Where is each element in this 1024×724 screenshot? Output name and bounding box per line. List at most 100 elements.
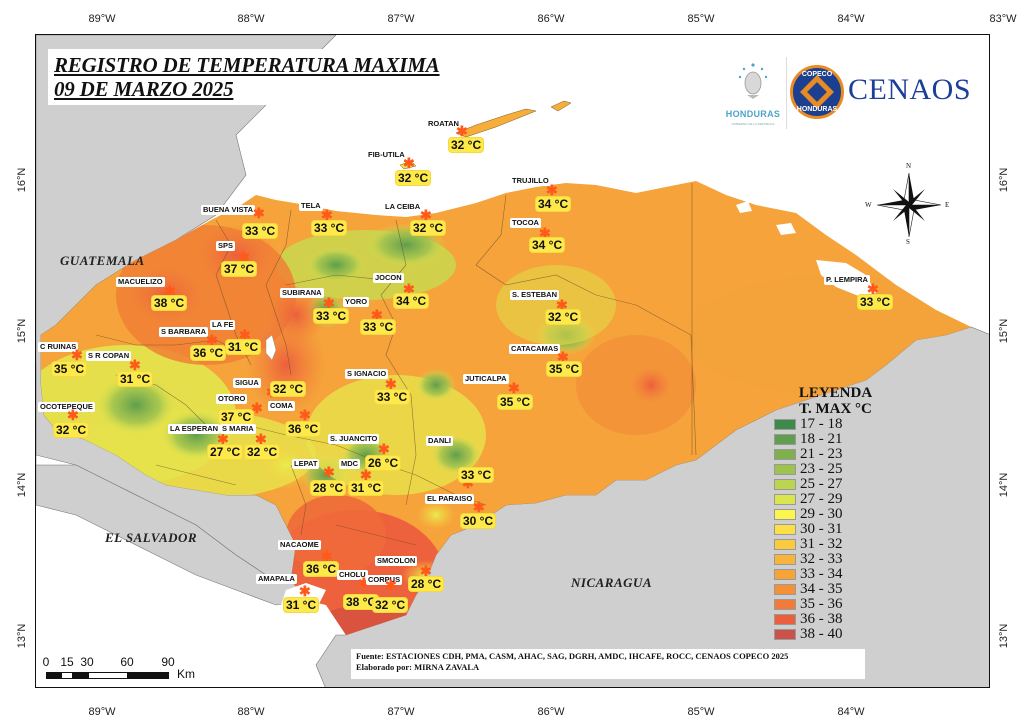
country-label-el-salvador: EL SALVADOR <box>105 530 198 545</box>
logo-box: HONDURAS GOBIERNO DE LA REPÚBLICA COPECO… <box>716 53 976 135</box>
station-name-label: YORO <box>343 297 370 307</box>
station-name-label: OTORO <box>216 394 248 404</box>
scale-tick-0: 0 <box>42 655 50 669</box>
station-marker-icon: ✱ <box>299 583 311 599</box>
source-text: Fuente: ESTACIONES CDH, PMA, CASM, AHAC,… <box>356 651 789 661</box>
station-name-label: SUBIRANA <box>280 288 324 298</box>
legend-item: 36 - 38 <box>774 612 903 627</box>
legend-item: 31 - 32 <box>774 537 903 552</box>
station-marker-icon: ✱ <box>420 207 432 223</box>
scale-segment <box>73 672 88 679</box>
station-temperature-label: 33 °C <box>314 309 349 323</box>
station-temperature-label: 37 °C <box>219 410 254 424</box>
station-name-label: OCOTEPEQUE <box>38 402 95 412</box>
legend-range-label: 29 - 30 <box>800 506 843 522</box>
station-marker-icon: ✱ <box>546 182 558 198</box>
station-name-label: LA ESPERAN <box>168 424 221 434</box>
station-temperature-label: 27 °C <box>208 445 243 459</box>
station-name-label: CATACAMAS <box>509 344 561 354</box>
legend-swatch <box>774 509 796 520</box>
station-name-label: EL PARAISO <box>425 494 475 504</box>
station-name-label: P. LEMPIRA <box>824 275 870 285</box>
station-marker-icon: ✱ <box>556 297 568 313</box>
station-name-label: MDC <box>339 459 361 469</box>
lon-tick-84w: 84°W <box>837 13 865 25</box>
station-marker-icon: ✱ <box>473 499 485 515</box>
legend-item: 30 - 31 <box>774 522 903 537</box>
legend-item: 21 - 23 <box>774 447 903 462</box>
station-name-label: S. ESTEBAN <box>510 290 560 300</box>
station-marker-icon: ✱ <box>557 349 569 365</box>
station-temperature-label: 33 °C <box>312 221 347 235</box>
station-temperature-label: 31 °C <box>284 598 319 612</box>
copeco-logo: COPECO HONDURAS <box>790 65 844 119</box>
legend-range-label: 17 - 18 <box>800 416 843 432</box>
station-marker-icon: ✱ <box>321 548 333 564</box>
legend-swatch <box>774 524 796 535</box>
legend-subtitle: T. MAX °C <box>799 401 872 417</box>
legend-range-label: 33 - 34 <box>800 566 843 582</box>
legend-item: 18 - 21 <box>774 432 903 447</box>
station-name-label: JOCON <box>373 273 404 283</box>
station-temperature-label: 28 °C <box>409 577 444 591</box>
lat-tick-16n-right: 16°N <box>998 167 1010 193</box>
honduras-logo-subtext: GOBIERNO DE LA REPÚBLICA <box>731 122 775 126</box>
legend-range-label: 31 - 32 <box>800 536 843 552</box>
lagoon <box>776 223 796 235</box>
station-name-label: AMAPALA <box>256 574 297 584</box>
scale-segment <box>61 672 73 679</box>
station-marker-icon: ✱ <box>323 295 335 311</box>
scale-unit: Km <box>177 667 195 681</box>
station-temperature-label: 32 °C <box>411 221 446 235</box>
lon-tick-88w: 88°W <box>237 13 265 25</box>
station-temperature-label: 34 °C <box>530 238 565 252</box>
station-marker-icon: ✱ <box>462 475 474 491</box>
scale-segment <box>128 672 169 679</box>
station-temperature-label: 33 °C <box>459 468 494 482</box>
station-name-label: S BARBARA <box>159 327 208 337</box>
station-temperature-label: 32 °C <box>54 423 89 437</box>
lake-yojoa <box>265 334 277 361</box>
station-name-label: SIGUA <box>233 378 261 388</box>
lon-tick-89w-bottom: 89°W <box>88 706 116 718</box>
station-name-label: LA CEIBA <box>383 202 423 212</box>
station-temperature-label: 33 °C <box>375 390 410 404</box>
scale-segment <box>88 672 128 679</box>
lon-tick-88w-bottom: 88°W <box>237 706 265 718</box>
station-marker-icon: ✱ <box>403 155 415 171</box>
station-marker-icon: ✱ <box>255 431 267 447</box>
station-marker-icon: ✱ <box>371 307 383 323</box>
scale-tick-15: 15 <box>60 655 74 669</box>
station-temperature-label: 36 °C <box>191 346 226 360</box>
station-temperature-label: 33 °C <box>858 295 893 309</box>
station-temperature-label: 32 °C <box>245 445 280 459</box>
station-name-label: S. JUANCITO <box>328 434 380 444</box>
station-marker-icon: ✱ <box>251 400 263 416</box>
station-temperature-label: 36 °C <box>304 562 339 576</box>
logo-divider <box>786 57 787 129</box>
legend-item: 17 - 18 <box>774 417 903 432</box>
utila-island <box>399 160 417 170</box>
station-marker-icon: ✱ <box>129 357 141 373</box>
compass-rose-icon <box>876 172 942 238</box>
legend-range-label: 21 - 23 <box>800 446 843 462</box>
compass-west: W <box>865 201 872 209</box>
station-name-label: SMCOLON <box>375 556 418 566</box>
station-name-label: NACAOME <box>278 540 321 550</box>
station-name-label: DANLI <box>426 436 453 446</box>
station-name-label: COMA <box>268 401 295 411</box>
lon-tick-83w: 83°W <box>989 13 1017 25</box>
station-temperature-label: 32 °C <box>449 138 484 152</box>
station-name-label: LEPAT <box>292 459 320 469</box>
legend-swatch <box>774 629 796 640</box>
legend-swatch <box>774 584 796 595</box>
station-name-label: CORPUS <box>366 575 403 585</box>
station-marker-icon: ✱ <box>206 332 218 348</box>
station-marker-icon: ✱ <box>71 347 83 363</box>
station-marker-icon: ✱ <box>385 577 397 593</box>
legend-swatch <box>774 464 796 475</box>
station-name-label: TRUJILLO <box>510 176 551 186</box>
station-name-label: CHOLU <box>337 570 368 580</box>
copeco-logo-bottom-text: HONDURAS <box>796 106 838 113</box>
legend-range-label: 25 - 27 <box>800 476 843 492</box>
